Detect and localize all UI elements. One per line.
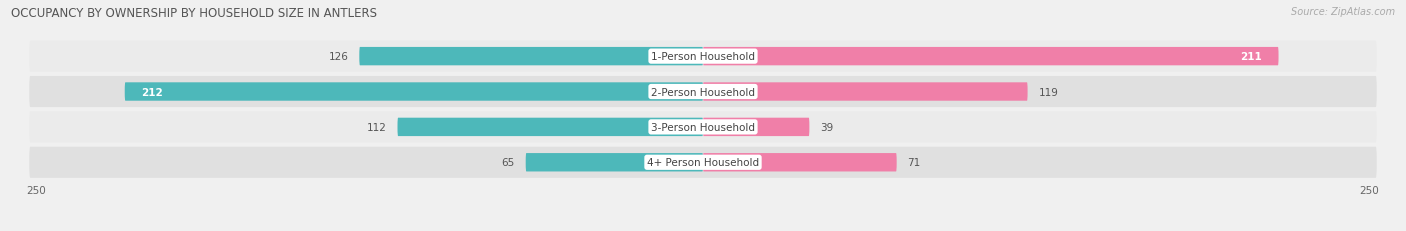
Text: 71: 71 (908, 158, 921, 167)
FancyBboxPatch shape (125, 83, 703, 101)
FancyBboxPatch shape (703, 48, 1278, 66)
Text: OCCUPANCY BY OWNERSHIP BY HOUSEHOLD SIZE IN ANTLERS: OCCUPANCY BY OWNERSHIP BY HOUSEHOLD SIZE… (11, 7, 377, 20)
Text: 65: 65 (502, 158, 515, 167)
Text: 3-Person Household: 3-Person Household (651, 122, 755, 132)
Text: 119: 119 (1039, 87, 1059, 97)
FancyBboxPatch shape (398, 118, 703, 137)
FancyBboxPatch shape (703, 83, 1028, 101)
FancyBboxPatch shape (30, 147, 1376, 178)
Text: 2-Person Household: 2-Person Household (651, 87, 755, 97)
FancyBboxPatch shape (30, 77, 1376, 108)
FancyBboxPatch shape (30, 41, 1376, 72)
Text: Source: ZipAtlas.com: Source: ZipAtlas.com (1291, 7, 1395, 17)
FancyBboxPatch shape (703, 153, 897, 172)
FancyBboxPatch shape (526, 153, 703, 172)
Text: 250: 250 (27, 185, 46, 195)
Text: 211: 211 (1240, 52, 1263, 62)
Text: 112: 112 (367, 122, 387, 132)
Text: 4+ Person Household: 4+ Person Household (647, 158, 759, 167)
Text: 126: 126 (329, 52, 349, 62)
Text: 250: 250 (1360, 185, 1379, 195)
Text: 39: 39 (820, 122, 834, 132)
FancyBboxPatch shape (30, 112, 1376, 143)
FancyBboxPatch shape (703, 118, 810, 137)
FancyBboxPatch shape (360, 48, 703, 66)
Text: 1-Person Household: 1-Person Household (651, 52, 755, 62)
Text: 212: 212 (141, 87, 163, 97)
